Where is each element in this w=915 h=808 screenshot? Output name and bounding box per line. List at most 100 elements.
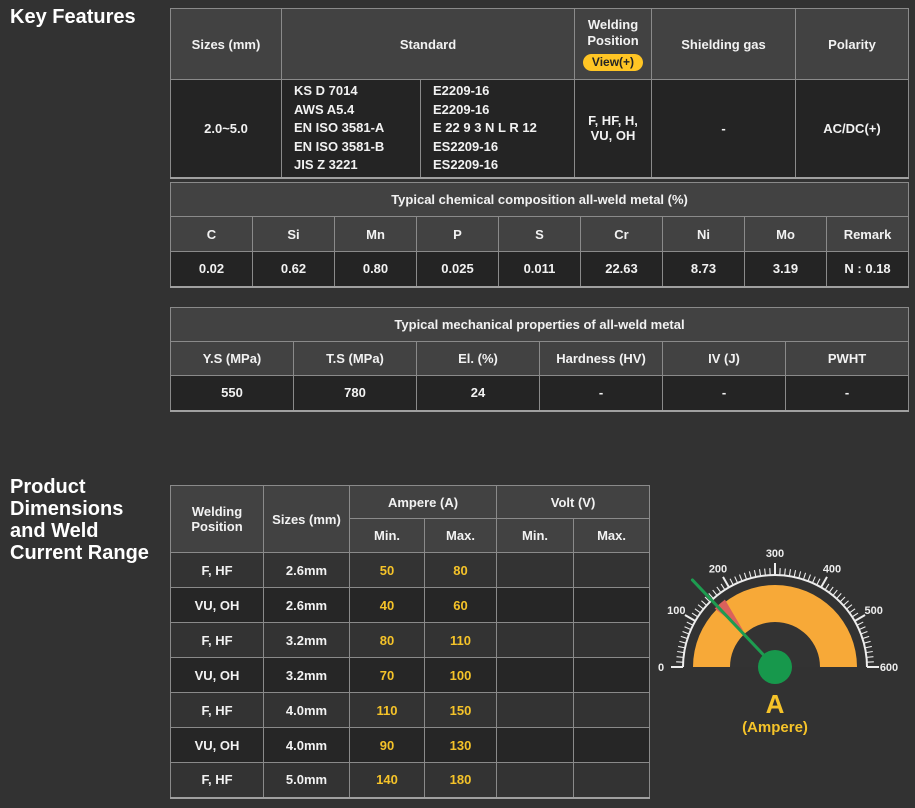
gauge-ticks xyxy=(671,563,879,668)
gauge-tick xyxy=(793,570,797,578)
col-volt-max: Max. xyxy=(573,518,651,553)
volt-min-cell xyxy=(496,587,575,623)
gauge-tick xyxy=(811,576,816,584)
mechanical-table-title: Typical mechanical properties of all-wel… xyxy=(169,307,910,342)
amp-max-cell: 130 xyxy=(423,727,498,763)
amp-min-cell: 140 xyxy=(349,762,425,799)
key-features-table: Sizes (mm) Standard Welding Position Vie… xyxy=(170,8,909,179)
gauge-tick xyxy=(694,608,701,614)
standards-list-b: E2209-16 E2209-16 E 22 9 3 N L R 12 ES22… xyxy=(420,79,575,179)
position-cell: VU, OH xyxy=(170,657,264,693)
gauge-tick xyxy=(729,578,734,586)
value-cell: 550 xyxy=(170,375,294,412)
position-cell: VU, OH xyxy=(170,587,264,623)
polarity-value: AC/DC(+) xyxy=(795,79,909,179)
amp-max-cell: 100 xyxy=(423,657,498,693)
gauge-tick xyxy=(712,589,718,596)
gauge-tick xyxy=(739,574,743,582)
gauge-tick xyxy=(677,650,685,654)
gauge-tick xyxy=(849,608,856,614)
key-features-title: Key Features xyxy=(10,6,136,28)
chemical-composition-table: Typical chemical composition all-weld me… xyxy=(169,182,910,288)
col-sizes: Sizes (mm) xyxy=(170,8,282,80)
mechanical-header-row: Y.S (MPa) T.S (MPa) El. (%) Hardness (HV… xyxy=(170,341,910,376)
gauge-tick xyxy=(680,635,688,640)
gauge-needle xyxy=(690,578,777,669)
chemical-value-row: 0.02 0.62 0.80 0.025 0.011 22.63 8.73 3.… xyxy=(170,251,910,288)
header-cell: Hardness (HV) xyxy=(539,341,663,376)
gauge-tick xyxy=(743,572,748,580)
gauge-tick xyxy=(708,593,714,599)
gauge-tick xyxy=(697,604,704,610)
product-dimensions-title: Product Dimensions and Weld Current Rang… xyxy=(10,476,149,564)
header-cell: C xyxy=(170,216,253,252)
gauge-tick xyxy=(720,583,726,591)
view-welding-position-button[interactable]: View(+) xyxy=(582,54,644,71)
gauge-tick-label: 0 xyxy=(658,662,664,674)
spec-data-row: 2.0~5.0 KS D 7014 AWS A5.4 EN ISO 3581-A… xyxy=(170,79,909,179)
value-cell: 0.011 xyxy=(498,251,581,288)
amp-max-cell: 150 xyxy=(423,692,498,728)
header-cell: PWHT xyxy=(784,341,910,376)
gauge-tick xyxy=(865,650,873,654)
volt-min-cell xyxy=(496,657,575,693)
gauge-tick xyxy=(846,604,853,610)
current-header-minmax-row: Min. Max. Min. Max. xyxy=(171,518,651,553)
header-cell: Remark xyxy=(825,216,910,252)
gauge-tick xyxy=(820,576,828,588)
gauge-tick-label: 400 xyxy=(823,563,841,575)
gauge-tick xyxy=(716,586,722,593)
position-cell: F, HF xyxy=(170,692,264,728)
ampere-gauge: 0 100 200 300 400 500 600 A (Ampere) xyxy=(658,548,898,736)
gauge-tick xyxy=(862,635,870,640)
col-ampere-min: Min. xyxy=(349,518,425,553)
table-row: F, HF 2.6mm 50 80 xyxy=(170,552,651,588)
amp-min-cell: 40 xyxy=(349,587,425,623)
gauge-tick xyxy=(764,568,766,576)
value-cell: 0.62 xyxy=(252,251,335,288)
amp-min-cell: 90 xyxy=(349,727,425,763)
gauge-tick xyxy=(860,631,868,635)
header-cell: T.S (MPa) xyxy=(293,341,417,376)
gauge-tick xyxy=(722,576,730,588)
amp-max-cell: 180 xyxy=(423,762,498,799)
amp-max-cell: 60 xyxy=(423,587,498,623)
gauge-tick xyxy=(691,612,699,618)
col-sizes: Sizes (mm) xyxy=(263,485,350,553)
gauge-tick xyxy=(839,596,846,603)
size-cell: 4.0mm xyxy=(263,692,350,728)
header-cell: El. (%) xyxy=(416,341,540,376)
amp-max-cell: 110 xyxy=(423,622,498,658)
gauge-tick xyxy=(758,569,762,577)
gauge-tick xyxy=(686,621,694,626)
value-cell: 0.025 xyxy=(416,251,499,288)
volt-max-cell xyxy=(573,762,651,799)
gauge-tick xyxy=(676,656,684,658)
chemical-title-row: Typical chemical composition all-weld me… xyxy=(169,182,910,217)
gauge-tick xyxy=(816,578,821,586)
mechanical-title-row: Typical mechanical properties of all-wel… xyxy=(169,307,910,342)
amp-min-cell: 80 xyxy=(349,622,425,658)
header-cell: P xyxy=(416,216,499,252)
gauge-tick xyxy=(863,640,871,644)
gauge-tick xyxy=(701,600,707,606)
table-row: VU, OH 3.2mm 70 100 xyxy=(170,657,651,693)
table-row: F, HF 4.0mm 110 150 xyxy=(170,692,651,728)
gauge-hub xyxy=(758,650,792,684)
gauge-tick-label: 300 xyxy=(766,548,784,560)
gauge-tick xyxy=(682,631,690,635)
value-cell: 780 xyxy=(293,375,417,412)
size-cell: 3.2mm xyxy=(263,657,350,693)
size-cell: 4.0mm xyxy=(263,727,350,763)
value-cell: 0.02 xyxy=(170,251,253,288)
gauge-unit-label: (Ampere) xyxy=(742,719,808,736)
welding-position-label: Welding Position xyxy=(587,17,639,48)
volt-max-cell xyxy=(573,692,651,728)
gauge-tick xyxy=(784,568,786,576)
gauge-tick xyxy=(828,586,834,593)
position-cell: F, HF xyxy=(170,622,264,658)
gauge-tick xyxy=(864,645,872,649)
current-range-table: Welding Position Sizes (mm) Ampere (A) V… xyxy=(170,485,651,799)
position-cell: F, HF xyxy=(170,552,264,588)
mechanical-value-row: 550 780 24 - - - xyxy=(170,375,910,412)
